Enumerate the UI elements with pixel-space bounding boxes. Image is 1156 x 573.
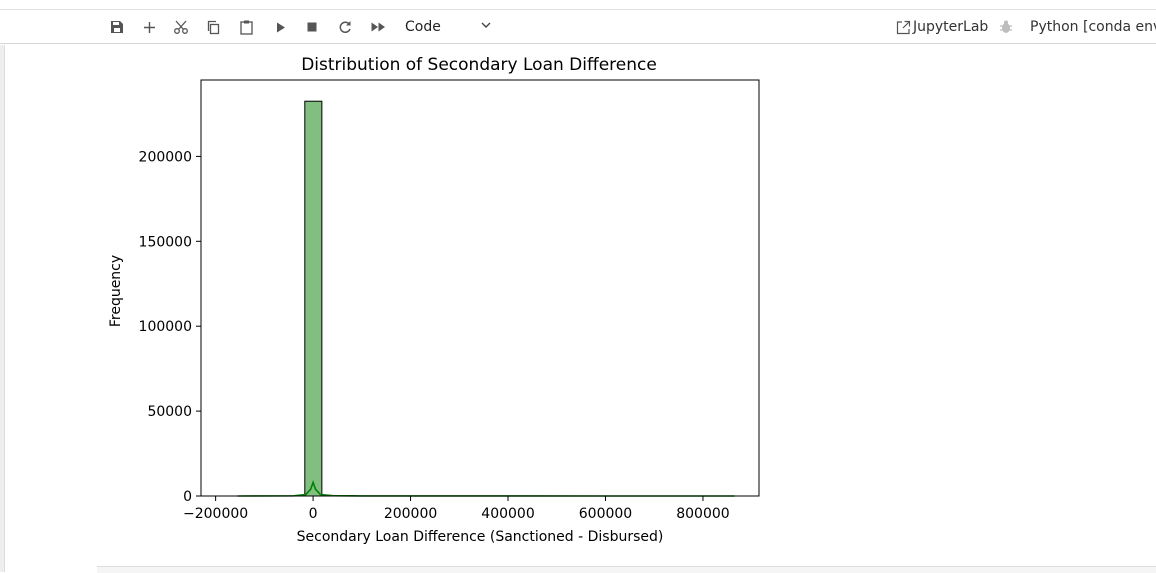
external-link-icon [896, 20, 911, 35]
y-axis-label: Frequency [108, 255, 124, 327]
save-icon [110, 20, 124, 34]
restart-button[interactable] [334, 16, 356, 38]
x-tick-label-1: 0 [309, 506, 318, 522]
plot-frame [201, 80, 759, 496]
plus-icon [143, 21, 156, 34]
x-tick-label-4: 600000 [579, 506, 632, 522]
chart-title: Distribution of Secondary Loan Differenc… [301, 55, 657, 75]
run-button[interactable] [270, 16, 292, 38]
y-tick-label-3: 150000 [139, 234, 192, 250]
play-icon [276, 22, 286, 33]
x-tick-label-2: 200000 [384, 506, 437, 522]
window-top-strip [0, 0, 1156, 10]
y-tick-label-0: 0 [183, 489, 192, 505]
stop-icon [307, 22, 317, 32]
paste-icon [239, 19, 254, 35]
cell-type-select[interactable]: Code [398, 16, 498, 38]
y-tick-label-1: 50000 [147, 404, 192, 420]
cell-left-border [0, 45, 5, 572]
scissors-icon [173, 19, 189, 35]
save-button[interactable] [106, 16, 128, 38]
fast-forward-icon [371, 22, 386, 32]
restart-icon [338, 20, 352, 34]
histogram-bar-0 [305, 101, 322, 496]
kernel-name[interactable]: Python [conda env: [1030, 16, 1156, 38]
paste-button[interactable] [235, 16, 257, 38]
copy-icon [206, 20, 221, 35]
insert-cell-button[interactable] [138, 16, 160, 38]
cell-type-value: Code [405, 19, 441, 35]
y-tick-label-4: 200000 [139, 149, 192, 165]
copy-button[interactable] [202, 16, 224, 38]
chevron-down-icon [480, 19, 492, 31]
x-tick-label-0: −200000 [183, 506, 248, 522]
y-tick-label-2: 100000 [139, 319, 192, 335]
open-jupyterlab-link[interactable]: JupyterLab [896, 16, 988, 38]
x-tick-label-3: 400000 [481, 506, 534, 522]
x-tick-label-5: 800000 [676, 506, 729, 522]
jupyterlab-label: JupyterLab [913, 19, 988, 35]
kernel-status-icon [998, 19, 1014, 35]
run-all-button[interactable] [367, 16, 389, 38]
cut-button[interactable] [170, 16, 192, 38]
notebook-toolbar: Code JupyterLab Python [conda env: [0, 10, 1156, 44]
histogram-chart: Distribution of Secondary Loan Differenc… [100, 45, 780, 550]
interrupt-button[interactable] [301, 16, 323, 38]
x-axis-label: Secondary Loan Difference (Sanctioned - … [297, 529, 664, 545]
